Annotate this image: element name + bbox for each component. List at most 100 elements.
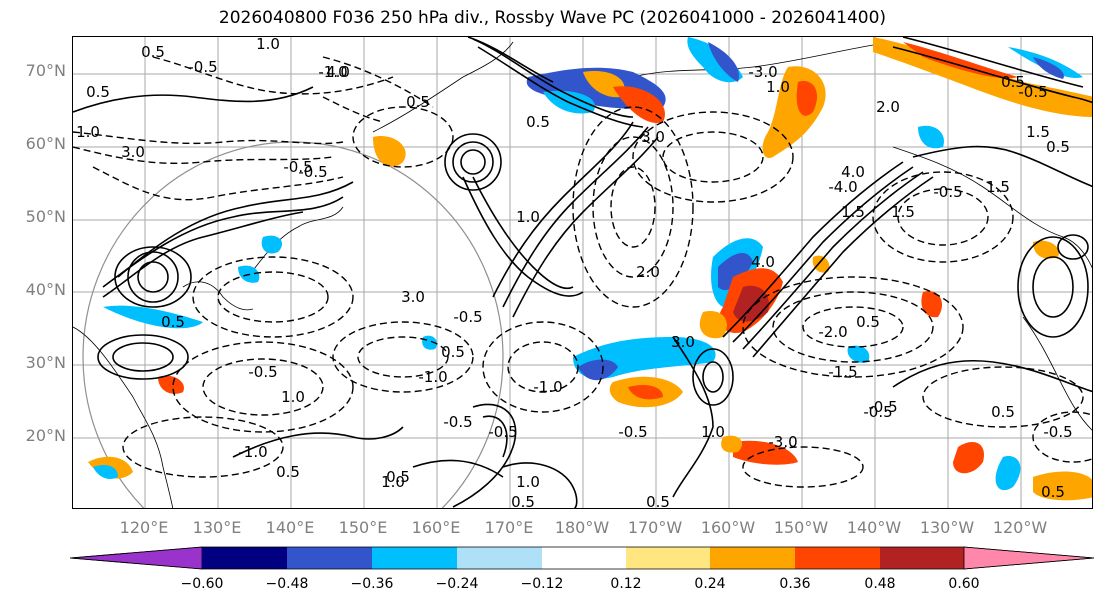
contour-label: 0.5 xyxy=(161,313,185,331)
lon-label-150e: 150°E xyxy=(338,518,388,537)
colorbar-segment xyxy=(542,547,626,569)
colorbar-segment xyxy=(457,547,542,569)
contour-labels: 1.0 0.5 -0.5 3.0 1.0 -0.5 0.5 0.5 1.0 -1… xyxy=(76,37,1073,509)
contour-label: -0.5 xyxy=(618,423,647,441)
coastlines xyxy=(73,41,1092,508)
contour-label: 1.5 xyxy=(986,178,1010,196)
lon-label-150w: 150°W xyxy=(773,518,829,537)
contour-label: -1.0 xyxy=(418,368,447,386)
contour-label: 0.5 xyxy=(1001,73,1025,91)
colorbar-segment xyxy=(70,546,203,570)
pc-region-outline xyxy=(82,141,504,508)
contour-label: 3.0 xyxy=(671,333,695,351)
contour-label: 1.5 xyxy=(891,203,915,221)
contour-label: -0.5 xyxy=(298,163,327,181)
colorbar-segment xyxy=(710,547,795,569)
contour-label: 1.5 xyxy=(841,203,865,221)
contour-label: 0.5 xyxy=(406,93,430,111)
lat-label-50n: 50°N xyxy=(25,207,66,226)
lon-label-160w: 160°W xyxy=(700,518,756,537)
contour-label: -0.5 xyxy=(248,363,277,381)
lon-label-130e: 130°E xyxy=(192,518,242,537)
colorbar-segment xyxy=(372,547,457,569)
contour-label: -0.5 xyxy=(188,58,217,76)
lon-label-120w: 120°W xyxy=(992,518,1048,537)
colorbar-segment xyxy=(626,547,710,569)
contour-label: -2.0 xyxy=(818,323,847,341)
contour-label: 3.0 xyxy=(401,288,425,306)
lon-label-130w: 130°W xyxy=(919,518,975,537)
contour-label: 4.0 xyxy=(326,63,350,81)
lon-label-160e: 160°E xyxy=(411,518,461,537)
contour-label: -1.0 xyxy=(238,443,267,461)
map-canvas: 1.0 0.5 -0.5 3.0 1.0 -0.5 0.5 0.5 1.0 -1… xyxy=(73,37,1092,509)
lat-label-30n: 30°N xyxy=(25,353,66,372)
contour-label: 0.5 xyxy=(441,343,465,361)
contour-label: 0.5 xyxy=(511,493,535,509)
contour-label: -0.5 xyxy=(453,308,482,326)
contour-label: 3.0 xyxy=(641,128,665,146)
contour-label: -0.5 xyxy=(488,423,517,441)
colorbar-tick: −0.24 xyxy=(435,576,479,592)
contour-label: 1.0 xyxy=(381,473,405,491)
contour-label: 4.0 xyxy=(841,163,865,181)
contour-label: 3.0 xyxy=(121,143,145,161)
contour-label: 1.0 xyxy=(516,208,540,226)
contour-label: -1.0 xyxy=(318,63,347,81)
contour-label: -0.5 xyxy=(868,398,897,416)
contour-label: 0.5 xyxy=(991,403,1015,421)
colorbar-tick: −0.48 xyxy=(265,576,309,592)
contour-label: 1.0 xyxy=(701,423,725,441)
colorbar-tick: −0.36 xyxy=(350,576,394,592)
colorbar-tick: 0.24 xyxy=(694,576,726,592)
contour-label: 4.0 xyxy=(751,253,775,271)
lon-label-180w: 180°W xyxy=(554,518,610,537)
contour-label: 1.0 xyxy=(281,388,305,406)
colorbar-tick: 0.48 xyxy=(864,576,896,592)
colorbar-segment xyxy=(963,546,1095,570)
contour-label: -3.0 xyxy=(768,433,797,451)
dashed-contours xyxy=(73,56,1092,488)
lon-label-140e: 140°E xyxy=(265,518,315,537)
contour-label: -1.0 xyxy=(533,378,562,396)
contour-label: 1.5 xyxy=(1026,123,1050,141)
contour-label: -4.0 xyxy=(828,178,857,196)
contour-label: 0.5 xyxy=(276,463,300,481)
contour-label: 0.5 xyxy=(86,83,110,101)
lat-label-40n: 40°N xyxy=(25,280,66,299)
contour-label: 1.0 xyxy=(516,473,540,491)
lon-label-170w: 170°W xyxy=(627,518,683,537)
colorbar xyxy=(70,546,1095,570)
solid-contours xyxy=(73,37,1092,508)
lat-label-60n: 60°N xyxy=(25,134,66,153)
lat-label-70n: 70°N xyxy=(25,61,66,80)
contour-label: 1.0 xyxy=(256,37,280,53)
contour-label: 2.0 xyxy=(876,98,900,116)
contour-label: 0.5 xyxy=(1041,483,1065,501)
contour-label: -0.5 xyxy=(933,183,962,201)
contour-label: -1.5 xyxy=(828,363,857,381)
contour-label: 0.5 xyxy=(526,113,550,131)
contour-label: 0.5 xyxy=(856,313,880,331)
contour-label: 1.0 xyxy=(76,123,100,141)
contour-label: 0.5 xyxy=(386,468,410,486)
map-title: 2026040800 F036 250 hPa div., Rossby Wav… xyxy=(218,8,887,28)
lon-label-170e: 170°E xyxy=(484,518,534,537)
contour-label: -0.5 xyxy=(1018,83,1047,101)
colorbar-tick: 0.60 xyxy=(948,576,980,592)
colorbar-tick: −0.12 xyxy=(520,576,564,592)
contour-label: -0.5 xyxy=(1043,423,1072,441)
map-panel[interactable]: 1.0 0.5 -0.5 3.0 1.0 -0.5 0.5 0.5 1.0 -1… xyxy=(72,36,1093,509)
colorbar-tick: 0.12 xyxy=(610,576,642,592)
contour-label: 0.5 xyxy=(646,493,670,509)
contour-label: 0.5 xyxy=(141,43,165,61)
colorbar-segment xyxy=(202,547,287,569)
lon-label-140w: 140°W xyxy=(846,518,902,537)
contour-label: -0.5 xyxy=(283,158,312,176)
colorbar-segment xyxy=(287,547,372,569)
contour-label: -0.5 xyxy=(863,403,892,421)
colorbar-tick: −0.60 xyxy=(180,576,224,592)
contour-label: 2.0 xyxy=(636,263,660,281)
contour-label: -3.0 xyxy=(748,63,777,81)
contour-label: 1.0 xyxy=(766,78,790,96)
